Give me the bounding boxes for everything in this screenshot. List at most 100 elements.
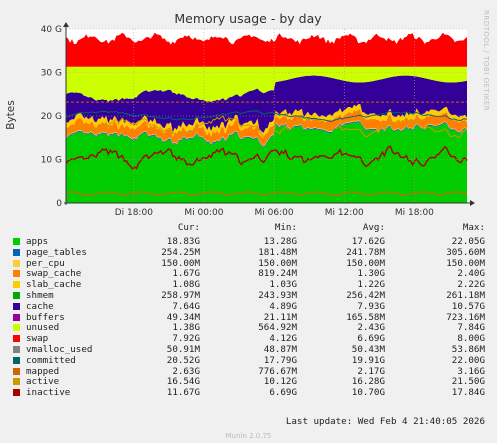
legend-min: 564.92M [258, 322, 297, 334]
legend-swatch [13, 335, 20, 343]
legend-cur: 11.67G [166, 387, 200, 399]
legend-swatch [13, 367, 20, 375]
legend-row-swap-cache: swap_cache 1.67G 819.24M 1.30G 2.40G [0, 268, 497, 279]
legend-name: swap [26, 333, 49, 345]
legend-row-per-cpu: per_cpu 150.00M 150.00M 150.00M 150.00M [0, 258, 497, 269]
legend-row-page-tables: page_tables 254.25M 181.48M 241.78M 305.60M [0, 247, 497, 258]
legend-cur: 7.92G [172, 333, 200, 345]
legend-swatch [13, 238, 20, 245]
legend-swatch [13, 302, 20, 310]
legend-header-cur: Cur: [177, 222, 200, 233]
legend-min: 1.03G [269, 279, 297, 291]
legend-row-active: active 16.54G 10.12G 16.28G 21.50G [0, 376, 497, 387]
legend-cur: 49.34M [166, 311, 200, 323]
stacked-areas [66, 32, 467, 203]
legend-row-apps: apps 18.83G 13.28G 17.62G 22.05G [0, 236, 497, 247]
legend-name: mapped [26, 365, 60, 377]
legend-name: cache [26, 300, 54, 312]
area-per-cpu [66, 120, 467, 147]
y-tick-label: 30 G [41, 69, 62, 79]
legend-swatch [13, 259, 20, 267]
legend-name: committed [26, 354, 76, 366]
legend-cur: 18.83G [166, 236, 200, 247]
legend-avg: 7.93G [357, 300, 385, 312]
legend-max: 22.05G [451, 236, 485, 247]
legend-avg: 6.69G [357, 333, 385, 345]
legend-min: 13.28G [263, 236, 297, 247]
legend-max: 22.00G [451, 354, 485, 366]
legend-name: per_cpu [26, 257, 65, 269]
legend-avg: 165.58M [346, 311, 385, 323]
legend-cur: 254.25M [161, 246, 200, 258]
y-tick-label: 20 G [41, 112, 62, 122]
legend-cur: 1.38G [172, 322, 200, 334]
legend-min: 17.79G [263, 354, 297, 366]
legend-row-buffers: buffers 49.34M 21.11M 165.58M 723.16M [0, 312, 497, 323]
legend-swatch [13, 281, 20, 289]
y-tick-label: 40 G [41, 25, 62, 35]
legend-avg: 50.43M [351, 344, 385, 355]
legend-cur: 150.00M [161, 257, 200, 269]
legend-cur: 258.97M [161, 290, 200, 301]
legend-min: 181.48M [258, 246, 297, 258]
area-apps [66, 122, 467, 203]
munin-version: Munin 2.0.75 [225, 432, 272, 440]
legend-row-unused: unused 1.38G 564.92M 2.43G 7.84G [0, 322, 497, 333]
legend-row-mapped: mapped 2.63G 776.67M 2.17G 3.16G [0, 366, 497, 377]
legend-max: 723.16M [446, 311, 485, 323]
legend-min: 776.67M [258, 365, 297, 377]
series-lines [65, 101, 468, 196]
legend-avg: 19.91G [351, 354, 385, 366]
legend-min: 243.93M [258, 290, 297, 301]
legend-avg: 150.00M [346, 257, 385, 269]
x-tick-label: Mi 12:00 [325, 208, 364, 218]
area-unused [66, 66, 467, 103]
x-tick-label: Di 18:00 [115, 208, 154, 218]
legend-avg: 2.17G [357, 365, 385, 377]
legend-max: 53.86M [451, 344, 485, 355]
legend-name: inactive [26, 387, 71, 399]
legend-swatch [13, 248, 20, 256]
legend-avg: 2.43G [357, 322, 385, 334]
x-axis-arrow [470, 200, 475, 206]
y-ticks: 0 10 G 20 G 30 G 40 G [41, 25, 63, 209]
legend-min: 150.00M [258, 257, 297, 269]
x-tick-label: Mi 00:00 [184, 208, 223, 218]
legend-avg: 1.30G [357, 268, 385, 280]
legend-name: shmem [26, 290, 54, 301]
legend-max: 8.00G [457, 333, 485, 345]
legend-max: 261.18M [446, 290, 485, 301]
legend-name: slab_cache [26, 279, 82, 291]
legend-swatch [13, 292, 20, 299]
legend-max: 7.84G [457, 322, 485, 334]
legend-max: 10.57G [451, 300, 485, 312]
legend-header-max: Max: [462, 222, 485, 233]
legend-min: 10.12G [263, 376, 297, 388]
y-tick-label: 10 G [41, 156, 62, 166]
legend-name: page_tables [26, 246, 87, 258]
legend-swatch [13, 389, 20, 397]
legend-max: 21.50G [451, 376, 485, 388]
last-update: Last update: Wed Feb 4 21:40:05 2026 [285, 416, 485, 427]
area-slab-cache [66, 103, 467, 138]
legend-name: unused [26, 322, 60, 334]
legend-cur: 50.91M [166, 344, 200, 355]
area-swap-cache [66, 109, 467, 146]
legend-cur: 7.64G [172, 300, 200, 312]
legend-cur: 20.52G [166, 354, 200, 366]
legend-swatch [13, 356, 20, 364]
legend-swatch [13, 346, 20, 353]
rrdtool-watermark: RRDTOOL / TOBI OETIKER [482, 10, 490, 111]
legend-min: 48.87M [263, 344, 297, 355]
legend-name: buffers [26, 311, 65, 323]
legend-swatch [13, 324, 20, 332]
x-ticks: Di 18:00 Mi 00:00 Mi 06:00 Mi 12:00 Mi 18:00 [115, 208, 434, 218]
legend-max: 2.22G [457, 279, 485, 291]
y-tick-label: 0 [56, 199, 62, 209]
y-axis-arrow [63, 22, 69, 27]
legend-name: swap_cache [26, 268, 82, 280]
legend-header-min: Min: [274, 222, 297, 233]
area-swap [66, 32, 467, 67]
legend-min: 21.11M [263, 311, 297, 323]
